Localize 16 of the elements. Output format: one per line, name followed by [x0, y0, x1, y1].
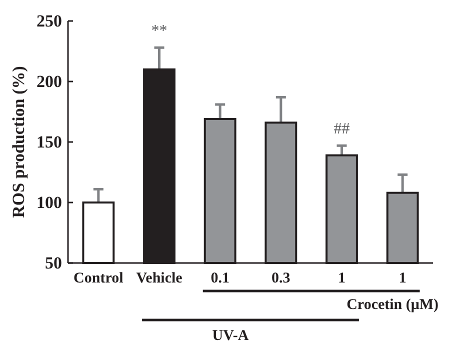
y-tick-label: 250: [36, 11, 62, 30]
y-tick-label: 100: [36, 192, 62, 212]
y-axis-title: ROS production (%): [9, 66, 28, 218]
x-tick-label: 1: [398, 270, 406, 286]
x-tick-label: 1: [338, 270, 346, 286]
x-tick-label: 0.3: [272, 270, 290, 286]
text: UV-A: [212, 328, 249, 344]
x-tick-label: Control: [74, 270, 124, 286]
x-tick-label: 0.1: [210, 270, 230, 286]
text: Crocetin (μM): [346, 297, 439, 313]
annotation: **: [151, 22, 168, 40]
x-tick-label: Vehicle: [136, 270, 183, 286]
y-tick-label: 50: [45, 253, 62, 272]
annotation: ##: [334, 120, 350, 138]
y-tick-label: 150: [36, 132, 62, 152]
y-tick-label: 200: [36, 72, 62, 91]
